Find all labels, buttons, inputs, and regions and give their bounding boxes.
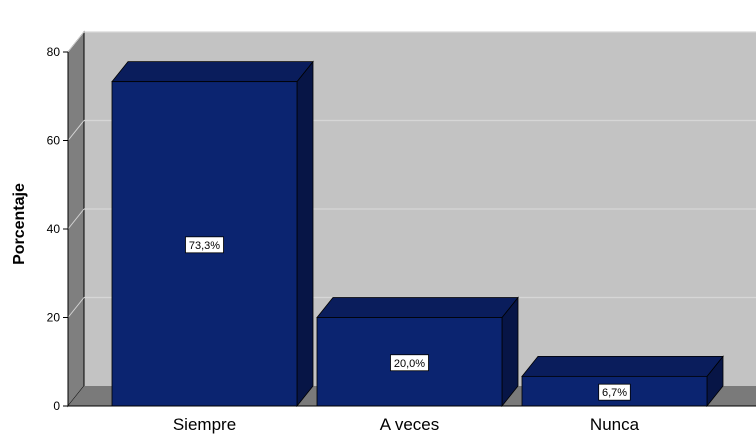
data-label: 6,7% xyxy=(602,387,627,399)
x-tick-label: Nunca xyxy=(590,415,640,434)
bar-side-siempre xyxy=(296,60,314,408)
bar-top-siempre xyxy=(111,61,314,83)
y-tick-label: 20 xyxy=(47,311,61,325)
y-tick-label: 0 xyxy=(53,399,60,413)
bar-top-nunca xyxy=(521,355,724,377)
x-tick-label: Siempre xyxy=(173,415,236,434)
gridline-wall xyxy=(67,208,85,230)
y-tick-label: 40 xyxy=(47,222,61,236)
gridline-wall xyxy=(67,31,85,53)
gridline-wall xyxy=(67,297,85,318)
data-label: 73,3% xyxy=(189,240,220,252)
bar-top-a-veces xyxy=(316,297,519,318)
data-label: 20,0% xyxy=(394,358,425,370)
gridline-wall xyxy=(67,120,85,141)
data-label-box xyxy=(598,383,631,401)
data-label-box xyxy=(390,354,429,372)
y-tick-label: 60 xyxy=(47,134,61,148)
y-tick-label: 80 xyxy=(47,45,61,59)
y-axis-title: Porcentaje xyxy=(11,183,28,265)
x-tick-label: A veces xyxy=(380,415,440,434)
data-label-box xyxy=(185,236,224,254)
